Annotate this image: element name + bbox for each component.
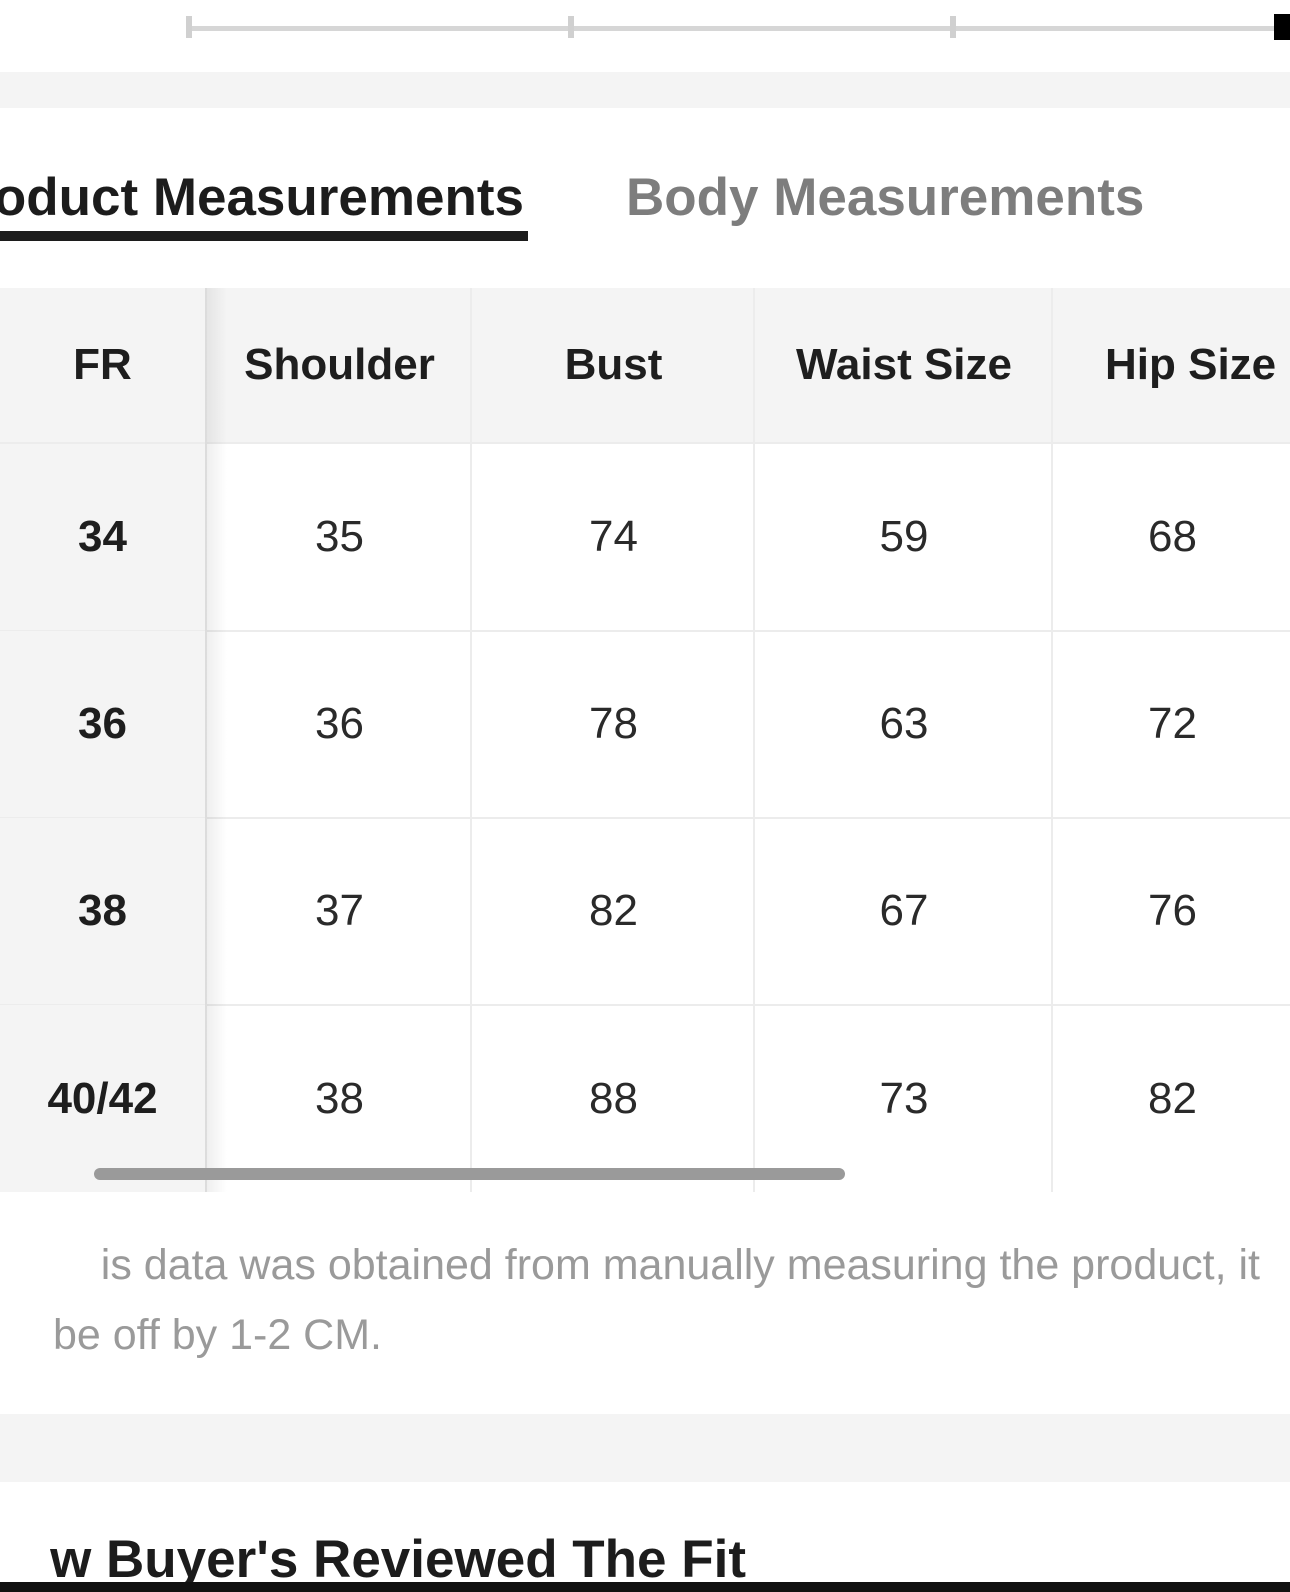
table-cell: 76 bbox=[1051, 818, 1290, 1004]
waist-value: 67 bbox=[879, 886, 929, 935]
size-value: 34 bbox=[78, 512, 127, 561]
fit-slider[interactable] bbox=[186, 14, 1290, 44]
table-cell: 72 bbox=[1051, 631, 1290, 817]
table-row: 40/42 38 88 73 82 bbox=[0, 1005, 1290, 1192]
size-cell: 34 bbox=[0, 444, 205, 630]
tab-product-measurements[interactable]: oduct Measurements bbox=[0, 168, 524, 227]
waist-value: 73 bbox=[879, 1073, 929, 1123]
reviews-fit-heading: w Buyer's Reviewed The Fit bbox=[50, 1530, 746, 1589]
slider-tick bbox=[950, 16, 956, 38]
shoulder-value: 37 bbox=[315, 886, 364, 935]
table-cell: 68 bbox=[1051, 444, 1290, 630]
hip-value: 68 bbox=[1148, 512, 1197, 561]
size-value: 40/42 bbox=[47, 1073, 158, 1123]
table-cell: 38 bbox=[205, 1005, 472, 1192]
table-cell: 59 bbox=[753, 444, 1053, 630]
table-cell: 82 bbox=[1051, 1005, 1290, 1192]
table-cell: 74 bbox=[470, 444, 755, 630]
table-cell: 36 bbox=[205, 631, 472, 817]
shoulder-value: 36 bbox=[315, 699, 364, 748]
waist-value: 59 bbox=[879, 512, 929, 561]
tab-body-measurements[interactable]: Body Measurements bbox=[626, 168, 1145, 227]
bust-value: 74 bbox=[589, 512, 638, 561]
slider-tick bbox=[568, 16, 574, 38]
size-value: 38 bbox=[78, 886, 127, 935]
header-label: Shoulder bbox=[244, 340, 435, 389]
bust-value: 78 bbox=[589, 699, 638, 748]
table-cell: 82 bbox=[470, 818, 755, 1004]
table-cell: 35 bbox=[205, 444, 472, 630]
note-line-2: be off by 1-2 CM. bbox=[52, 1311, 382, 1359]
header-cell-waist: Waist Size bbox=[753, 288, 1053, 442]
table-row: 34 35 74 59 68 bbox=[0, 444, 1290, 632]
bust-value: 82 bbox=[589, 886, 638, 935]
table-cell: 63 bbox=[753, 631, 1053, 817]
table-row: 38 37 82 67 76 bbox=[0, 818, 1290, 1006]
slider-handle[interactable] bbox=[1274, 14, 1290, 40]
table-cell: 78 bbox=[470, 631, 755, 817]
hip-value: 82 bbox=[1148, 1073, 1197, 1123]
bust-value: 88 bbox=[589, 1073, 638, 1123]
slider-track bbox=[190, 26, 1280, 31]
size-cell: 40/42 bbox=[0, 1005, 205, 1192]
table-row: 36 36 78 63 72 bbox=[0, 631, 1290, 819]
table-cell: 67 bbox=[753, 818, 1053, 1004]
waist-value: 63 bbox=[879, 699, 929, 748]
hip-value: 72 bbox=[1148, 699, 1197, 748]
section-divider bbox=[0, 1414, 1290, 1482]
table-cell: 73 bbox=[753, 1005, 1053, 1192]
size-table[interactable]: FR Shoulder Bust Waist Size Hip Size 34 … bbox=[0, 288, 1290, 1192]
note-line-1: is data was obtained from manually measu… bbox=[100, 1241, 1260, 1289]
table-horizontal-scrollbar[interactable] bbox=[94, 1168, 845, 1180]
header-cell-fr: FR bbox=[0, 288, 205, 442]
shoulder-value: 38 bbox=[315, 1073, 364, 1123]
header-cell-bust: Bust bbox=[470, 288, 755, 442]
section-divider bbox=[0, 72, 1290, 108]
header-label: Bust bbox=[564, 340, 663, 389]
size-cell: 38 bbox=[0, 818, 205, 1004]
table-header-row: FR Shoulder Bust Waist Size Hip Size bbox=[0, 288, 1290, 444]
header-cell-shoulder: Shoulder bbox=[205, 288, 472, 442]
size-value: 36 bbox=[78, 699, 127, 748]
header-label: Waist Size bbox=[796, 340, 1012, 389]
header-label: Hip Size bbox=[1105, 340, 1277, 389]
bottom-edge-bar bbox=[0, 1582, 1290, 1592]
table-cell: 88 bbox=[470, 1005, 755, 1192]
header-cell-hip: Hip Size bbox=[1051, 288, 1290, 442]
active-tab-underline bbox=[0, 231, 528, 241]
size-cell: 36 bbox=[0, 631, 205, 817]
hip-value: 76 bbox=[1148, 886, 1197, 935]
table-cell: 37 bbox=[205, 818, 472, 1004]
slider-tick bbox=[186, 16, 192, 38]
shoulder-value: 35 bbox=[315, 512, 364, 561]
header-label: FR bbox=[73, 340, 132, 389]
